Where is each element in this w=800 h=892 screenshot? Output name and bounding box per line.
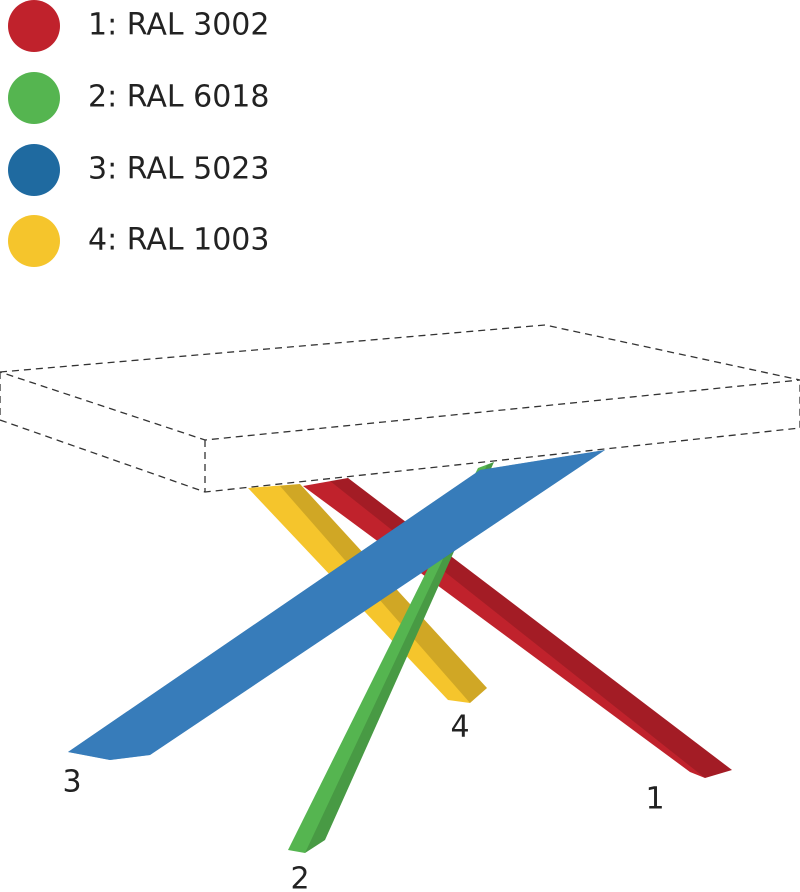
legend-label: 1: RAL 3002	[88, 8, 269, 43]
legs	[68, 450, 732, 853]
legend-label: 4: RAL 1003	[88, 223, 269, 258]
table-top	[0, 324, 800, 493]
swatch	[8, 215, 60, 267]
leg-label: 1	[645, 782, 664, 817]
legend-label: 3: RAL 5023	[88, 152, 269, 187]
legend: 1: RAL 3002 2: RAL 6018 3: RAL 5023 4: R…	[8, 0, 269, 267]
top-edge	[0, 372, 800, 493]
swatch	[8, 0, 60, 52]
swatch	[8, 72, 60, 124]
leg-highlight	[68, 450, 605, 760]
legend-label: 2: RAL 6018	[88, 80, 269, 115]
leg-label: 4	[450, 710, 469, 745]
leg-label: 3	[62, 765, 81, 800]
leg-shade	[305, 462, 494, 853]
top-face	[0, 324, 800, 441]
swatch	[8, 144, 60, 196]
leg	[288, 462, 494, 853]
leg-label: 2	[290, 862, 309, 892]
